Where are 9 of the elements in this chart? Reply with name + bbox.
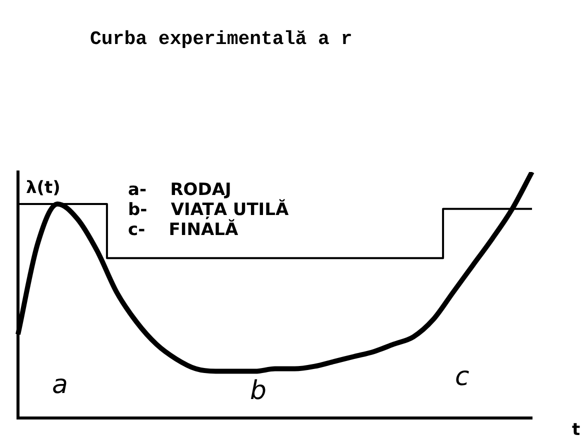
annotation: c- FINALĂ: [128, 220, 238, 240]
annotation: a: [52, 370, 68, 400]
y-axis-title: λ(t): [26, 178, 60, 198]
annotation: a- RODAJ: [128, 180, 232, 200]
x-axis-title: t: [572, 420, 580, 440]
annotation: c: [455, 362, 470, 392]
chart-title: Curba experimentală a r: [90, 28, 352, 50]
annotation: b- VIAȚA UTILĂ: [128, 200, 289, 220]
annotation: b: [250, 376, 267, 406]
